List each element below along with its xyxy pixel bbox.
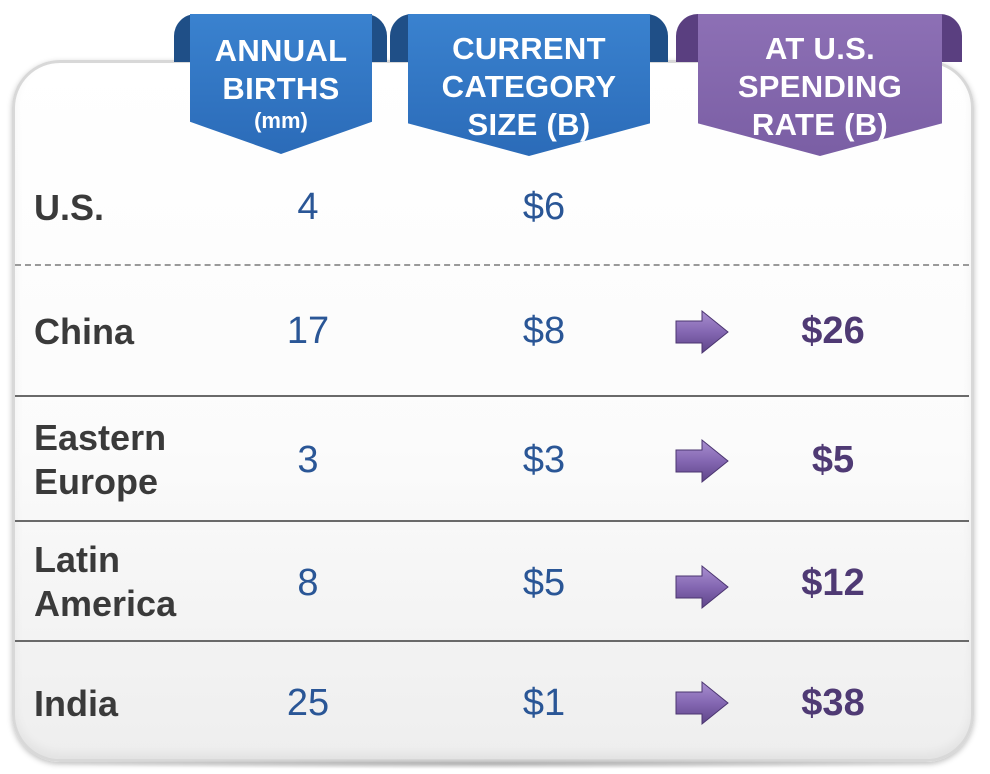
births-value-us: 4 [297, 186, 319, 228]
header-current-line3: SIZE (B) [467, 107, 591, 142]
current-size-value-china: $8 [522, 310, 566, 352]
table-card [12, 60, 974, 769]
header-us-spending-rate: AT U.S. SPENDING RATE (B) [698, 14, 942, 156]
births-value-eastern-europe: 3 [297, 439, 319, 481]
row-divider-dashed [15, 264, 969, 266]
current-size-value-india: $1 [522, 682, 566, 724]
region-label-us: U.S. [34, 187, 105, 228]
right-arrow-icon [675, 438, 729, 484]
header-spending-line3: RATE (B) [751, 107, 889, 142]
header-births-line1: ANNUAL [214, 33, 348, 68]
current-size-value-latin-america: $5 [522, 562, 566, 604]
us-rate-value-latin-america: $12 [801, 562, 865, 604]
row-divider [15, 640, 969, 642]
header-spending-line2: SPENDING [737, 69, 903, 104]
row-divider [15, 395, 969, 397]
row-divider [15, 520, 969, 522]
us-rate-value-india: $38 [801, 682, 865, 724]
right-arrow-icon [675, 564, 729, 610]
header-current-line1: CURRENT [452, 31, 606, 66]
header-current-line2: CATEGORY [441, 69, 617, 104]
region-label-latin-america: Latin America [34, 539, 177, 624]
us-rate-value-eastern-europe: $5 [811, 439, 855, 481]
current-size-value-eastern-europe: $3 [522, 439, 566, 481]
region-label-india: India [34, 683, 119, 724]
right-arrow-icon [675, 309, 729, 355]
births-value-china: 17 [286, 310, 330, 352]
region-label-eastern-europe: Eastern Europe [34, 417, 167, 502]
header-annual-births: ANNUAL BIRTHS (mm) [190, 14, 372, 154]
current-size-value-us: $6 [522, 186, 566, 228]
header-spending-line1: AT U.S. [764, 31, 876, 66]
us-rate-value-china: $26 [801, 310, 865, 352]
right-arrow-icon [675, 680, 729, 726]
header-current-category-size: CURRENT CATEGORY SIZE (B) [408, 14, 650, 156]
header-births-unit: (mm) [254, 108, 308, 133]
births-value-latin-america: 8 [297, 562, 319, 604]
births-value-india: 25 [286, 682, 330, 724]
header-births-line2: BIRTHS [222, 71, 340, 106]
region-label-china: China [34, 311, 135, 352]
